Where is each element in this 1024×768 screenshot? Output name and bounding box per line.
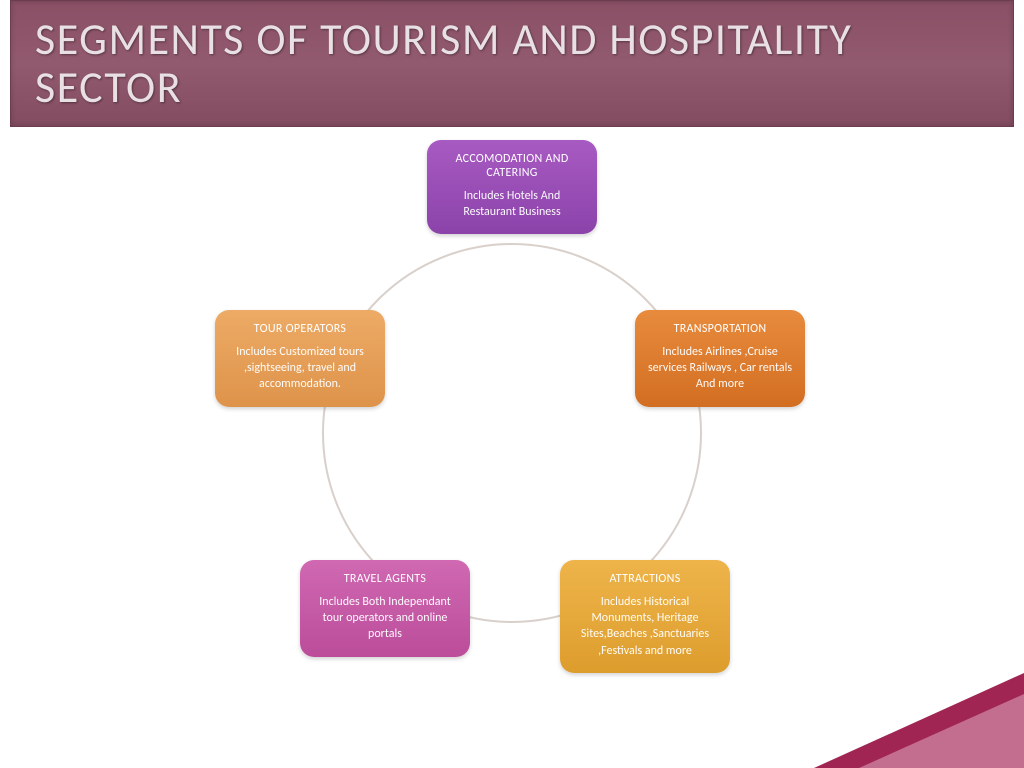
node-title: ATTRACTIONS <box>570 572 720 586</box>
cycle-diagram: ACCOMODATION AND CATERING Includes Hotel… <box>0 140 1024 760</box>
title-bar: SEGMENTS OF TOURISM AND HOSPITALITY SECT… <box>10 0 1014 127</box>
node-desc: Includes Customized tours ,sightseeing, … <box>225 344 375 393</box>
page-title: SEGMENTS OF TOURISM AND HOSPITALITY SECT… <box>35 15 989 112</box>
node-title: ACCOMODATION AND CATERING <box>437 152 587 180</box>
node-title: TRANSPORTATION <box>645 322 795 336</box>
node-desc: Includes Airlines ,Cruise services Railw… <box>645 344 795 393</box>
node-desc: Includes Both Independant tour operators… <box>310 594 460 643</box>
accent-triangle-inner <box>859 694 1024 768</box>
node-attractions: ATTRACTIONS Includes Historical Monument… <box>560 560 730 673</box>
node-tour-operators: TOUR OPERATORS Includes Customized tours… <box>215 310 385 407</box>
node-accommodation: ACCOMODATION AND CATERING Includes Hotel… <box>427 140 597 234</box>
node-title: TRAVEL AGENTS <box>310 572 460 586</box>
node-desc: Includes Historical Monuments, Heritage … <box>570 594 720 659</box>
node-desc: Includes Hotels And Restaurant Business <box>437 188 587 220</box>
node-transportation: TRANSPORTATION Includes Airlines ,Cruise… <box>635 310 805 407</box>
node-title: TOUR OPERATORS <box>225 322 375 336</box>
node-travel-agents: TRAVEL AGENTS Includes Both Independant … <box>300 560 470 657</box>
